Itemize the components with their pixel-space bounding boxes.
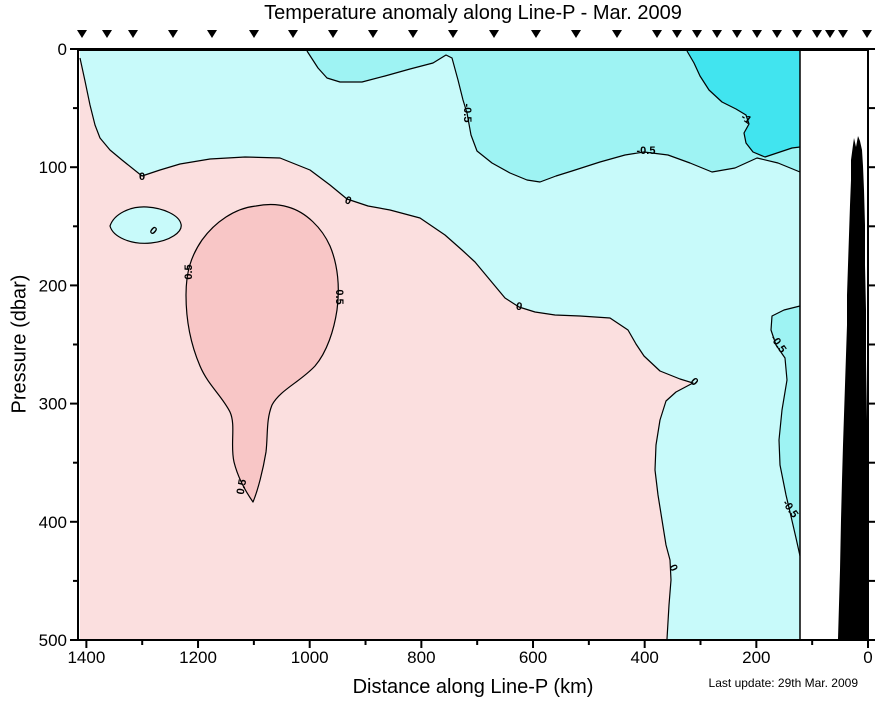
contour-label: 0.5 — [333, 289, 345, 304]
station-marker — [825, 30, 835, 38]
contour-label: 0 — [666, 563, 679, 574]
contour-label: -0.5 — [461, 104, 473, 123]
station-marker — [168, 30, 178, 38]
contour-label: 0 — [515, 301, 523, 314]
station-marker — [752, 30, 762, 38]
x-tick-label: 800 — [407, 648, 435, 667]
station-marker — [207, 30, 217, 38]
x-tick-label: 0 — [863, 648, 872, 667]
station-marker — [102, 30, 112, 38]
band-lt-neg1-corner — [687, 51, 800, 157]
station-marker — [792, 30, 802, 38]
station-marker — [772, 30, 782, 38]
station-marker — [838, 30, 848, 38]
station-marker — [77, 30, 87, 38]
station-marker — [862, 30, 872, 38]
band-neg1-to-neg0.5-right-strip — [771, 306, 800, 556]
y-tick-label: 200 — [39, 276, 67, 295]
station-marker — [489, 30, 499, 38]
band-0-to-0.5-main — [80, 58, 693, 639]
band-gt-0.5-blob — [186, 204, 339, 502]
y-tick-label: 400 — [39, 513, 67, 532]
chart-title: Temperature anomaly along Line-P - Mar. … — [264, 2, 682, 24]
y-tick-label: 500 — [39, 631, 67, 650]
x-tick-label: 1200 — [179, 648, 217, 667]
station-marker — [531, 30, 541, 38]
station-marker — [571, 30, 581, 38]
contour-line-level--1 — [686, 50, 801, 158]
station-marker — [692, 30, 702, 38]
y-tick-label: 0 — [58, 40, 67, 59]
contour-line-level-0 — [79, 57, 694, 640]
station-marker — [408, 30, 418, 38]
y-tick-label: 300 — [39, 395, 67, 414]
contour-line-level-0.5 — [185, 204, 339, 503]
contour-line-level-0 — [109, 206, 182, 244]
station-marker — [249, 30, 259, 38]
station-marker — [612, 30, 622, 38]
contour-label: -0.5 — [637, 145, 656, 157]
station-marker — [328, 30, 338, 38]
station-marker — [368, 30, 378, 38]
y-tick-label: 100 — [39, 158, 67, 177]
last-update-note: Last update: 29th Mar. 2009 — [708, 676, 858, 690]
x-axis-title: Distance along Line-P (km) — [352, 676, 594, 698]
contour-label: 0.5 — [183, 264, 195, 279]
x-tick-label: 200 — [742, 648, 770, 667]
contour-label: 0 — [139, 171, 145, 183]
station-marker — [128, 30, 138, 38]
station-marker — [448, 30, 458, 38]
station-marker — [672, 30, 682, 38]
contour-line-level--0.5 — [306, 50, 801, 183]
band-lt-0-pocket — [110, 206, 182, 244]
station-marker — [812, 30, 822, 38]
contour-label: 0.5 — [235, 478, 249, 495]
station-marker — [712, 30, 722, 38]
x-tick-label: 400 — [630, 648, 658, 667]
station-marker — [732, 30, 742, 38]
bathymetry-profile — [838, 136, 868, 639]
y-axis-title: Pressure (dbar) — [8, 274, 31, 414]
x-tick-label: 1000 — [291, 648, 329, 667]
contour-label: 0 — [343, 194, 353, 207]
band-neg1-to-neg0.5-top — [307, 51, 800, 182]
contour-line-level--0.5 — [770, 305, 801, 557]
station-marker — [288, 30, 298, 38]
station-marker — [652, 30, 662, 38]
x-tick-label: 600 — [519, 648, 547, 667]
x-tick-label: 1400 — [67, 648, 105, 667]
